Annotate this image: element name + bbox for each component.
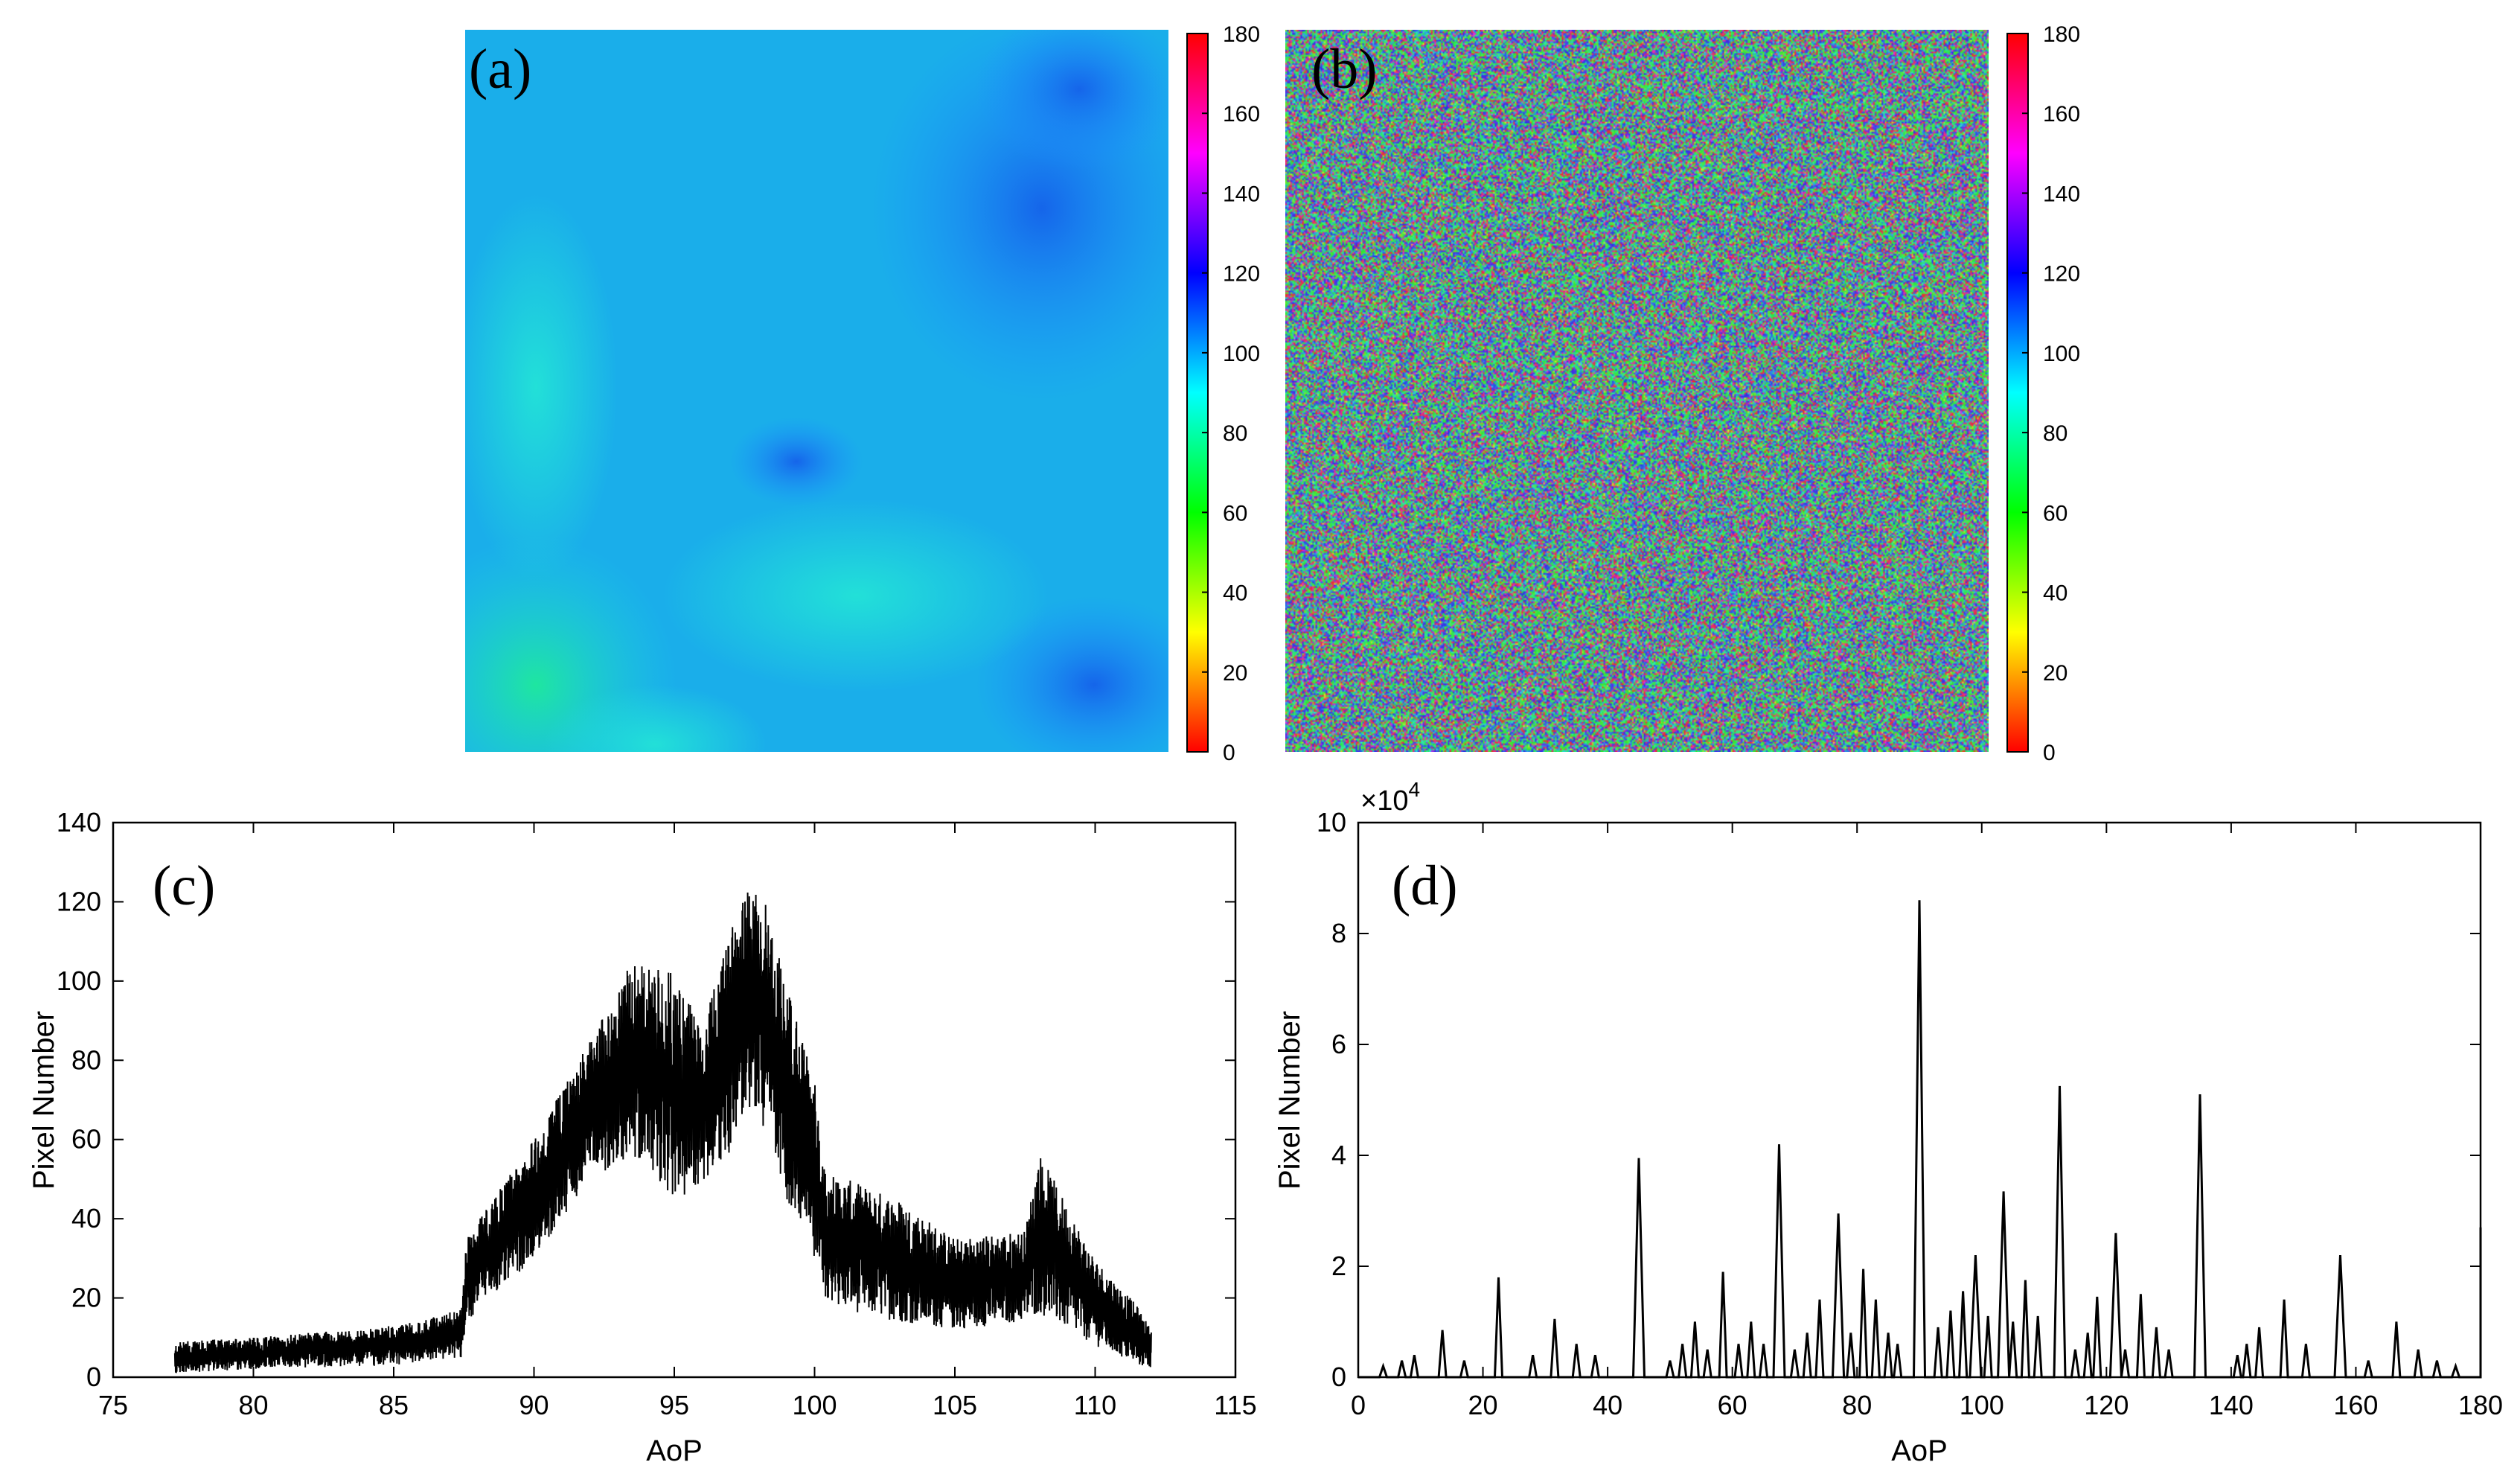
colorbar-tick-label: 80 [2043, 421, 2068, 446]
y-tick-label: 2 [1331, 1251, 1346, 1281]
colorbar-tick-label: 60 [1223, 501, 1247, 526]
colorbar-tick-label: 60 [2043, 501, 2068, 526]
y-tick-label: 40 [71, 1203, 101, 1234]
colorbar-a-ticks: 0 20 40 60 80 100 120 140 160 180 [1202, 22, 1260, 765]
x-tick-label: 80 [1842, 1390, 1872, 1420]
x-tick-label: 110 [1074, 1390, 1116, 1420]
panel-c-label: (c) [153, 855, 215, 917]
y-tick-label: 10 [1317, 807, 1346, 837]
colorbar-tick-label: 100 [1223, 342, 1260, 366]
colorbar-tick-label: 120 [2043, 262, 2080, 287]
plot-c-ticks: 75 80 85 90 95 100 105 110 115 0 20 40 60 80 100 120 140 [57, 807, 1257, 1420]
colorbar-tick-label: 20 [2043, 661, 2068, 686]
colorbar-tick-label: 180 [2043, 22, 2080, 47]
x-tick-label: 95 [659, 1390, 689, 1420]
plot-d-frame [1357, 821, 2482, 1379]
colorbar-tick-label: 100 [2043, 342, 2080, 366]
colorbar-b [2006, 33, 2029, 753]
colorbar-a [1186, 33, 1209, 753]
colorbar-tick-label: 40 [2043, 581, 2068, 606]
heatmap-a [465, 30, 1168, 752]
colorbar-tick-label: 120 [1223, 262, 1260, 287]
aop-histogram-c-trace [173, 892, 1152, 1373]
colorbar-tick-label: 160 [2043, 102, 2080, 127]
plot-d-ticks: 0 20 40 60 80 100 120 140 160 180 0 2 4 6 8 10 [1317, 807, 2503, 1420]
y-tick-label: 20 [71, 1283, 101, 1313]
y-tick-label: 6 [1331, 1029, 1346, 1059]
x-tick-label: 85 [379, 1390, 409, 1420]
x-tick-label: 100 [792, 1390, 837, 1420]
x-tick-label: 20 [1468, 1390, 1498, 1420]
colorbar-tick-label: 40 [1223, 581, 1247, 606]
x-tick-label: 75 [98, 1390, 128, 1420]
y-tick-label: 0 [86, 1362, 101, 1392]
x-tick-label: 140 [2209, 1390, 2254, 1420]
panel-d-label: (d) [1392, 855, 1458, 917]
y-tick-label: 100 [57, 966, 101, 996]
x-tick-label: 60 [1718, 1390, 1747, 1420]
y-tick-label: 80 [71, 1044, 101, 1075]
plot-c-ylabel: Pixel Number [28, 1011, 60, 1190]
colorbar-tick-label: 140 [1223, 182, 1260, 206]
colorbar-tick-label: 20 [1223, 661, 1247, 686]
x-tick-label: 105 [933, 1390, 977, 1420]
heatmap-b [1285, 30, 1989, 752]
plot-c-xlabel: AoP [646, 1435, 703, 1467]
plot-d-ylabel: Pixel Number [1273, 1011, 1306, 1190]
y-tick-label: 4 [1331, 1140, 1346, 1170]
colorbar-tick-label: 180 [1223, 22, 1260, 47]
aop-histogram-d-trace [1358, 900, 2482, 1379]
x-tick-label: 90 [519, 1390, 549, 1420]
y-tick-label: 8 [1331, 918, 1346, 948]
y-tick-label: 120 [57, 886, 101, 916]
colorbar-tick-label: 160 [1223, 102, 1260, 127]
colorbar-tick-label: 80 [1223, 421, 1247, 446]
x-tick-label: 0 [1351, 1390, 1366, 1420]
panel-d: 0 20 40 60 80 100 120 140 160 180 0 2 4 6 8 10 (d) ×104… [1273, 778, 2503, 1467]
y-tick-label: 140 [57, 807, 101, 837]
panel-c: 75 80 85 90 95 100 105 110 115 0 20 40 60 80 100 120 140… [28, 807, 1257, 1467]
panel-b-label: (b) [1311, 38, 1378, 100]
x-tick-label: 160 [2333, 1390, 2378, 1420]
colorbar-tick-label: 140 [2043, 182, 2080, 206]
colorbar-tick-label: 0 [1223, 741, 1235, 765]
colorbar-b-ticks: 0 20 40 60 80 100 120 140 160 180 [2022, 22, 2080, 765]
panel-a-label: (a) [469, 38, 531, 100]
x-tick-label: 180 [2458, 1390, 2503, 1420]
y-tick-label: 60 [71, 1124, 101, 1155]
plot-d-xlabel: AoP [1891, 1435, 1948, 1467]
panel-a: (a) 0 20 40 60 80 100 120 140 160 180 [465, 22, 1260, 765]
x-tick-label: 115 [1214, 1390, 1256, 1420]
x-tick-label: 80 [238, 1390, 268, 1420]
x-tick-label: 100 [1960, 1390, 2004, 1420]
y-tick-label: 0 [1331, 1362, 1346, 1392]
x-tick-label: 40 [1593, 1390, 1622, 1420]
plot-d-multiplier: ×104 [1360, 778, 1420, 817]
panel-b: (b) 0 20 40 60 80 100 120 140 160 180 [1285, 22, 2080, 765]
colorbar-tick-label: 0 [2043, 741, 2056, 765]
x-tick-label: 120 [2084, 1390, 2129, 1420]
